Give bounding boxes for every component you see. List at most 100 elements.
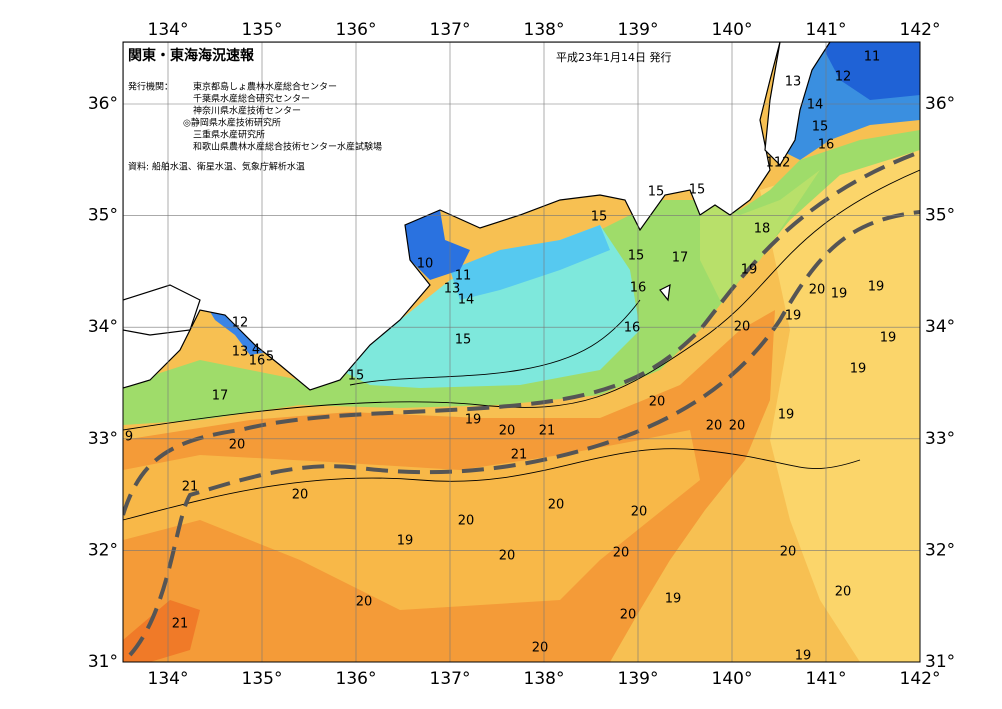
labels: 134° 134° 135° 135° 136° 136° 137° 137° 138° 138°…: [88, 20, 955, 689]
contour-label: 12: [835, 70, 852, 85]
issuer: 千葉県水産総合研究センター: [193, 93, 310, 105]
lon-label-bottom: 139°: [618, 669, 659, 689]
contour-label: 10: [417, 257, 434, 272]
lat-label-right: 36°: [925, 94, 955, 114]
lat-label-right: 34°: [925, 317, 955, 337]
lon-label-top: 142°: [900, 20, 941, 40]
contour-label: 20: [499, 424, 516, 439]
contour-label: 19: [880, 331, 897, 346]
sea-orange-light: [123, 430, 700, 610]
contour-label: 19: [465, 413, 482, 428]
contour-label: 5: [266, 350, 274, 365]
contour-label: 20: [292, 488, 309, 503]
contour-label: 16: [818, 138, 835, 153]
contour-label: 15: [591, 210, 608, 225]
issuer: 和歌山県農林水産総合技術センター水産試験場: [193, 141, 382, 153]
kuroshio-south: [128, 210, 920, 657]
contour-label: 15: [648, 185, 665, 200]
title: 関東・東海海況速報: [128, 47, 255, 64]
lon-label-top: 140°: [712, 20, 753, 40]
lat-label-right: 31°: [925, 652, 955, 672]
contour-label: 11: [455, 269, 472, 284]
source-note: 資料: 船舶水温、衛星水温、気象庁解析水温: [128, 161, 305, 173]
issuer: 三重県水産研究所: [193, 129, 265, 141]
contour-label: 20: [229, 438, 246, 453]
land-boso: [764, 42, 831, 166]
sea-warm-patch: [123, 600, 200, 662]
lat-label-left: 36°: [88, 94, 118, 114]
contour-label: 20: [706, 419, 723, 434]
lon-label-bottom: 137°: [430, 669, 471, 689]
sea-darkblue: [820, 42, 920, 100]
contour-label: 14: [807, 98, 824, 113]
lat-label-left: 31°: [88, 652, 118, 672]
contour-label: 9: [125, 430, 133, 445]
lat-label-left: 35°: [88, 206, 118, 226]
issue-date: 平成23年1月14日 発行: [556, 50, 672, 64]
lat-label-left: 34°: [88, 317, 118, 337]
contour-label: 15: [455, 333, 472, 348]
contour-label: 17: [212, 389, 229, 404]
contour-label: 11: [864, 50, 881, 65]
lon-label-top: 134°: [148, 20, 189, 40]
contour-label: 19: [778, 408, 795, 423]
map-layers: [123, 42, 920, 662]
contour-label: 17: [672, 251, 689, 266]
contour-label: 20: [548, 498, 565, 513]
lon-label-top: 141°: [806, 20, 847, 40]
lon-label-top: 138°: [524, 20, 565, 40]
contour-label: 14: [458, 293, 475, 308]
contour-label: 12: [232, 316, 249, 331]
contour-label: 19: [831, 287, 848, 302]
contour-label: 20: [649, 395, 666, 410]
isotherm-16: [349, 299, 641, 386]
lat-label-right: 35°: [925, 206, 955, 226]
land-island: [659, 283, 671, 302]
contour-label: 19: [665, 592, 682, 607]
sea-yellow: [760, 140, 920, 662]
contour-label: 19: [850, 362, 867, 377]
lon-label-top: 137°: [430, 20, 471, 40]
contour-label: 20: [532, 641, 549, 656]
lon-label-bottom: 138°: [524, 669, 565, 689]
contour-label: 4: [252, 343, 260, 358]
land-shikoku: [123, 284, 201, 336]
contour-label: 21: [172, 617, 189, 632]
contour-label: 21: [511, 448, 528, 463]
contour-label: 15: [812, 120, 829, 135]
contour-label: 20: [613, 546, 630, 561]
contour-label: 19: [868, 280, 885, 295]
lon-label-bottom: 136°: [336, 669, 377, 689]
contour-label: 16: [630, 281, 647, 296]
contour-label: 19: [785, 309, 802, 324]
contour-label: 13: [444, 282, 461, 297]
lon-label-top: 136°: [336, 20, 377, 40]
contour-label: 18: [754, 222, 771, 237]
contour-label: 15: [348, 369, 365, 384]
contour-label: 20: [356, 595, 373, 610]
isotherm-20: [123, 448, 861, 521]
contour-label: 20: [631, 505, 648, 520]
contour-label: 21: [539, 424, 556, 439]
lon-label-bottom: 142°: [900, 669, 941, 689]
contour-label: 20: [729, 419, 746, 434]
contour-label: 20: [734, 320, 751, 335]
contour-label: 20: [458, 514, 475, 529]
contour-label: 20: [620, 608, 637, 623]
issuer: 東京都島しょ農林水産総合センター: [193, 81, 337, 93]
contour-label: 13: [785, 75, 802, 90]
contour-label: 15: [628, 249, 645, 264]
lon-label-top: 135°: [242, 20, 283, 40]
issuer: 神奈川県水産技術センター: [193, 105, 301, 117]
lat-label-left: 33°: [88, 429, 118, 449]
issuer: ◎静岡県水産技術研究所: [183, 117, 281, 129]
contour-label: 16: [249, 354, 266, 369]
contour-label: 16: [624, 321, 641, 336]
lat-label-right: 32°: [925, 540, 955, 560]
lat-label-right: 33°: [925, 429, 955, 449]
contour-label: 19: [795, 649, 812, 664]
issuer-label: 発行機関：: [128, 81, 173, 93]
land-honshu: [123, 42, 781, 391]
isotherm-19: [123, 169, 920, 431]
